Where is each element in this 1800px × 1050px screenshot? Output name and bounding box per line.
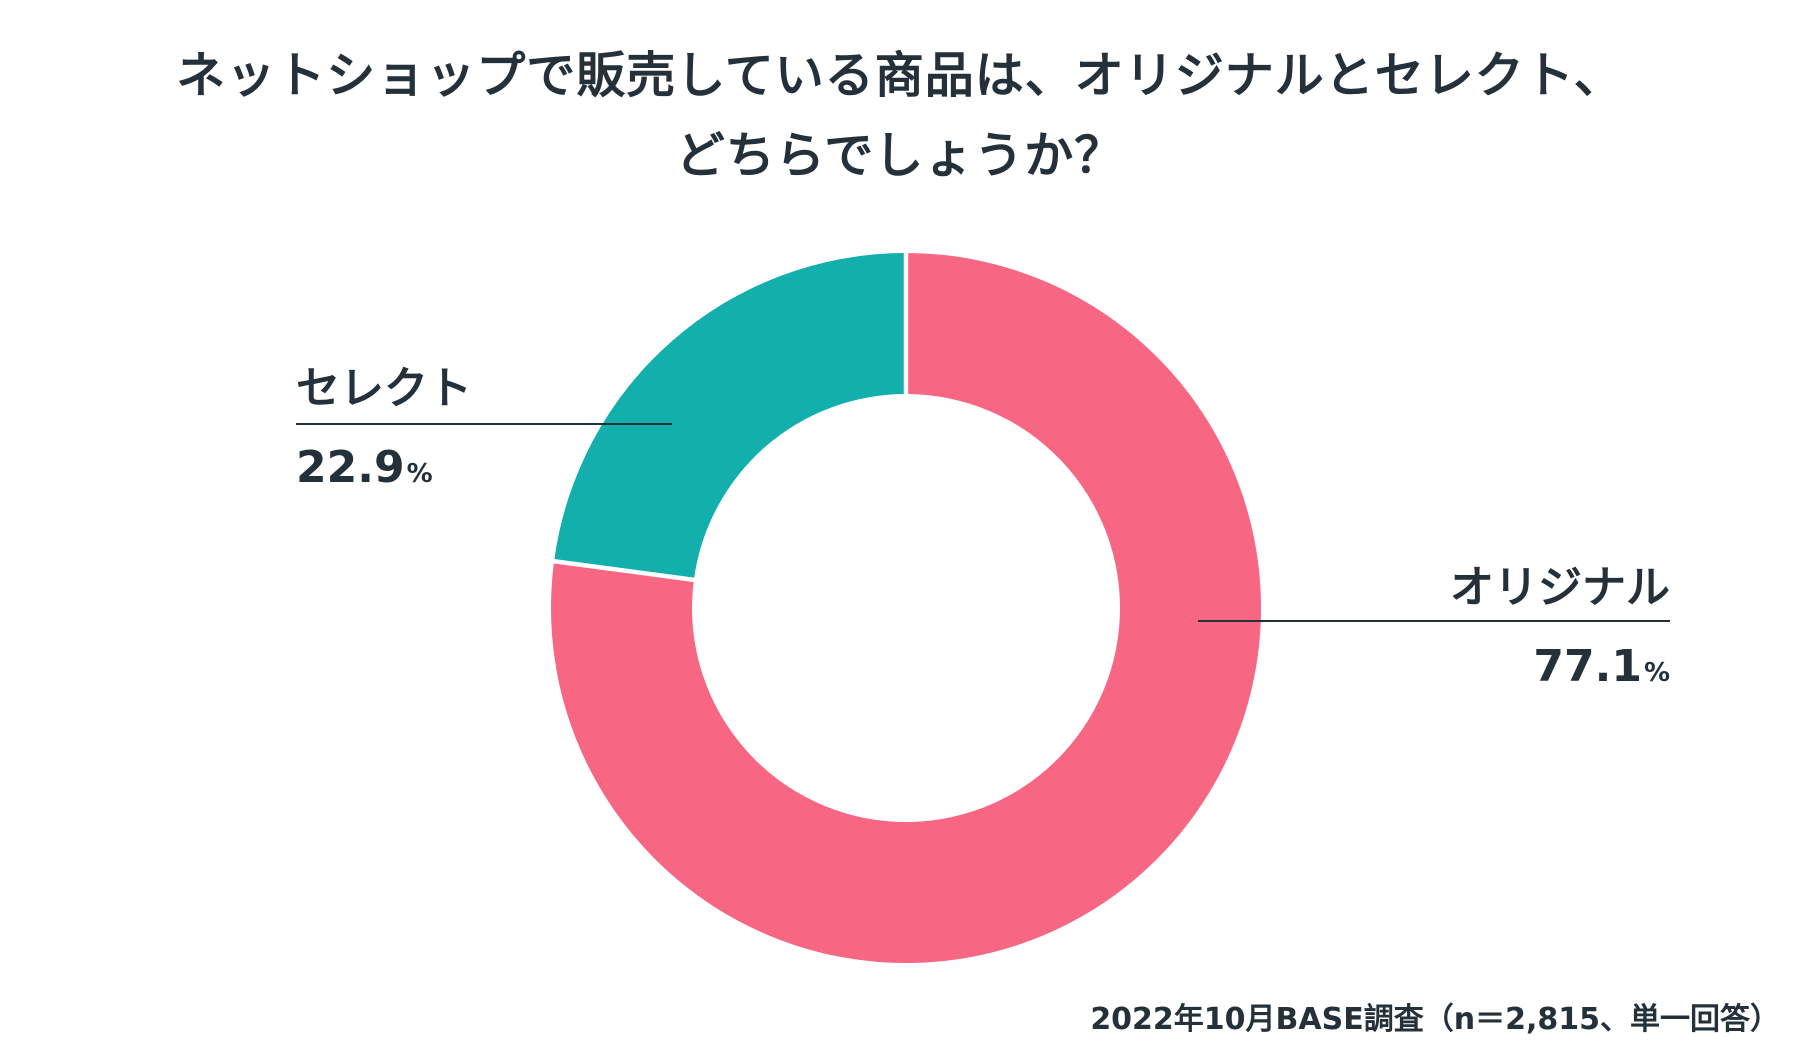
leader-line-select [296, 423, 672, 425]
slice-value-original-unit: % [1643, 658, 1670, 688]
chart-title-line-1: ネットショップで販売している商品は、オリジナルとセレクト、 [176, 47, 1624, 104]
donut-slice-select [554, 253, 906, 580]
slice-label-original: オリジナル [1450, 562, 1670, 613]
slice-separator-2 [551, 558, 697, 583]
chart-title-line-2: どちらでしょうか？ [675, 127, 1125, 184]
slice-value-select-unit: % [406, 459, 433, 489]
slice-value-select-number: 22.9 [296, 442, 405, 493]
slice-value-select: 22.9% [296, 446, 433, 490]
donut-slice-original [551, 253, 1261, 964]
slice-label-select: セレクト [296, 363, 472, 414]
slice-value-original: 77.1% [1533, 645, 1670, 689]
source-note: 2022年10月BASE調査（n＝2,815、単一回答） [1090, 1002, 1780, 1037]
slice-value-original-number: 77.1 [1533, 641, 1642, 692]
leader-line-original [1198, 620, 1670, 622]
